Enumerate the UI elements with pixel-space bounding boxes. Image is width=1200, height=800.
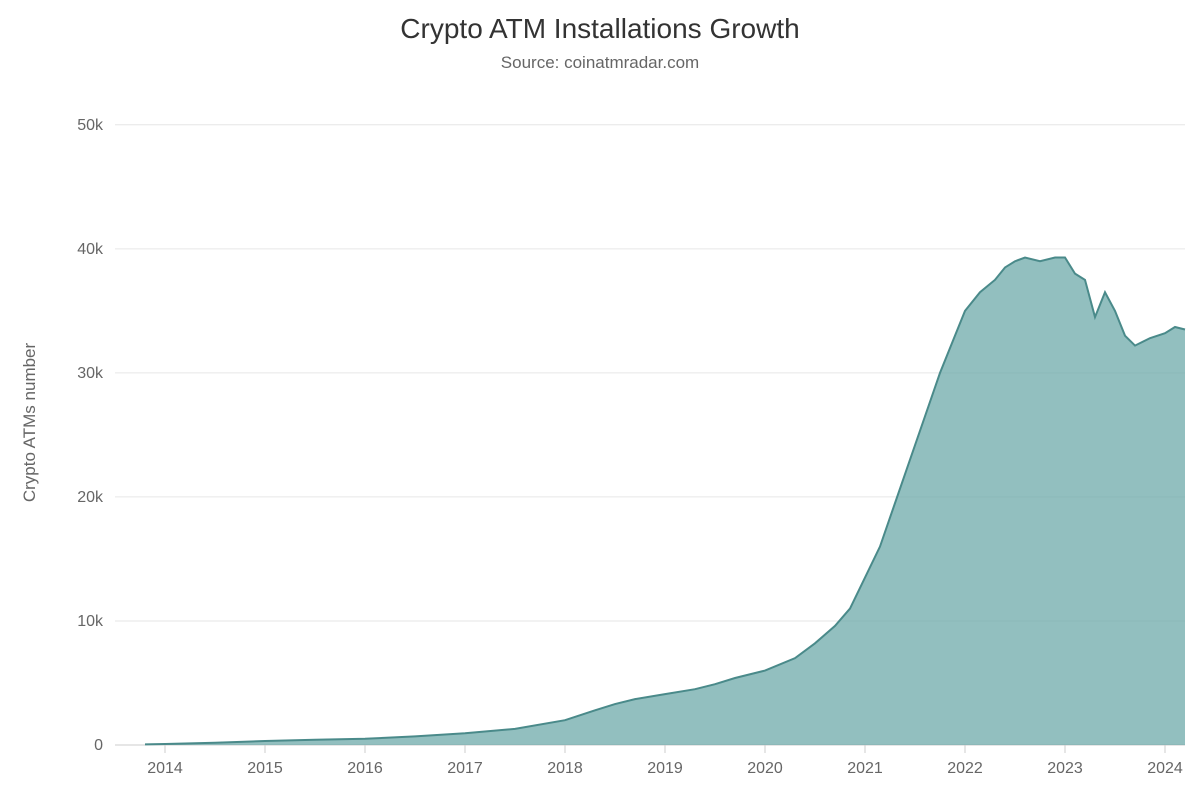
x-tick-label: 2018 [547, 760, 583, 777]
x-tick-label: 2021 [847, 760, 883, 777]
chart-subtitle: Source: coinatmradar.com [501, 53, 699, 72]
y-tick-label: 10k [77, 613, 104, 630]
y-tick-label: 20k [77, 489, 104, 506]
y-tick-label: 40k [77, 241, 104, 258]
x-tick-label: 2014 [147, 760, 183, 777]
area-chart: Crypto ATM Installations Growth Source: c… [0, 0, 1200, 800]
chart-container: Crypto ATM Installations Growth Source: c… [0, 0, 1200, 800]
y-tick-label: 0 [94, 737, 103, 754]
x-tick-label: 2015 [247, 760, 283, 777]
y-tick-label: 50k [77, 117, 104, 134]
y-tick-label: 30k [77, 365, 104, 382]
x-tick-label: 2022 [947, 760, 983, 777]
area-fill [145, 258, 1185, 745]
x-tick-label: 2016 [347, 760, 383, 777]
x-tick-label: 2023 [1047, 760, 1083, 777]
x-tick-label: 2019 [647, 760, 683, 777]
chart-title: Crypto ATM Installations Growth [400, 13, 799, 44]
y-axis-label: Crypto ATMs number [20, 342, 39, 502]
x-tick-label: 2024 [1147, 760, 1183, 777]
x-tick-label: 2020 [747, 760, 783, 777]
x-tick-label: 2017 [447, 760, 483, 777]
